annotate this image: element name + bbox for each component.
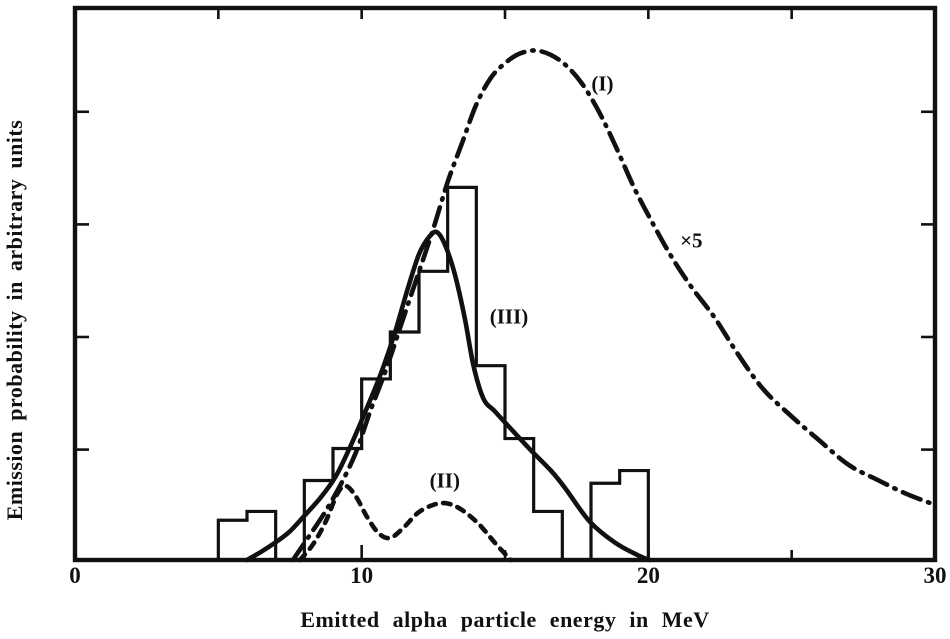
histogram-outline [216, 509, 278, 560]
x-tick-label-30: 30 [923, 563, 947, 588]
histogram-outline [302, 185, 564, 560]
curve-II-label: (II) [429, 468, 460, 493]
scale-factor-x5-annotation: ×5 [680, 228, 703, 253]
curve-III-label: (III) [489, 304, 529, 329]
x-axis-title: Emitted alpha particle energy in MeV [300, 607, 710, 632]
curve-(II) [297, 483, 513, 563]
x-tick-label-10: 10 [350, 563, 374, 588]
x-tick-label-0: 0 [69, 563, 81, 588]
y-axis-title: Emission probability in arbitrary units [2, 119, 27, 521]
x-tick-label-20: 20 [636, 563, 660, 588]
histogram-outline [589, 468, 650, 560]
plot-frame [72, 5, 938, 563]
curve-(I) [290, 48, 938, 563]
curve-(III) [244, 229, 653, 563]
curve-I-label: (I) [591, 71, 614, 96]
